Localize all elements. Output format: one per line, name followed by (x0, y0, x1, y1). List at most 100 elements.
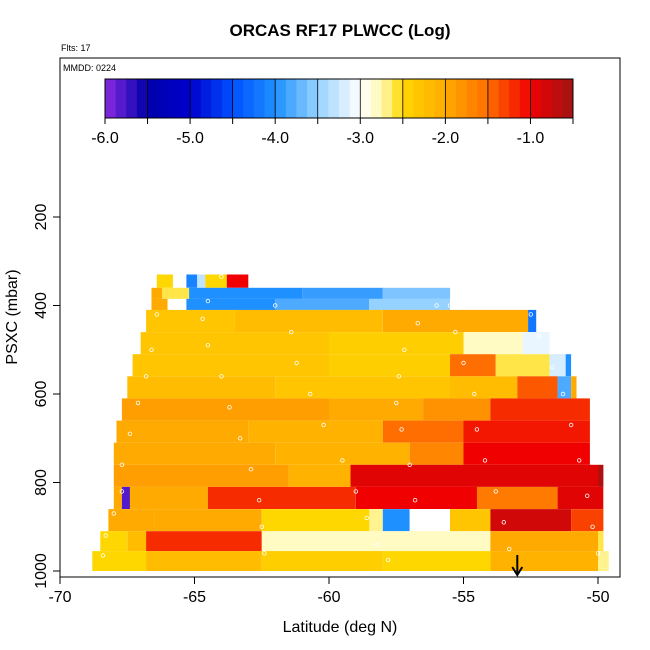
heatmap-cell (288, 464, 351, 487)
heatmap-cell (113, 486, 122, 509)
flight-marker (149, 347, 154, 352)
colorbar-swatch (498, 79, 510, 118)
heatmap-cell (121, 398, 330, 421)
colorbar-swatch (434, 79, 446, 118)
heatmap-cell (132, 354, 329, 377)
heatmap-cell (173, 274, 187, 288)
heatmap-cell (248, 420, 383, 443)
flight-marker (256, 498, 262, 503)
flight-marker (434, 303, 439, 308)
colorbar-tick-label: -4.0 (261, 130, 289, 147)
flight-marker (590, 524, 595, 529)
heatmap-cell (463, 464, 598, 487)
colorbar-tick-label: -3.0 (346, 130, 374, 147)
colorbar-swatch (360, 79, 372, 118)
colorbar-frame (104, 78, 574, 119)
heatmap-cell (205, 274, 227, 288)
colorbar-swatch (519, 79, 531, 118)
flight-marker (394, 400, 399, 406)
heatmap-cell (463, 442, 590, 465)
x-tick-label: -70 (48, 589, 71, 606)
flight-marker (200, 316, 205, 321)
colorbar-swatch (551, 79, 563, 118)
flight-marker (577, 458, 582, 463)
colorbar-swatch (168, 79, 180, 118)
arrow-head (511, 566, 524, 577)
y-tick-label: 800 (33, 469, 50, 496)
heatmap-cell (463, 420, 590, 443)
colorbar-swatch (487, 79, 499, 118)
heatmap-cell (162, 287, 190, 299)
heatmap-cell (92, 551, 147, 571)
heatmap-cell (476, 486, 558, 509)
x-tick-label: -65 (183, 589, 206, 606)
heatmap-cell (108, 509, 155, 532)
heatmap-cell (598, 551, 609, 571)
colorbar-swatch (179, 79, 191, 118)
heatmap-cell (129, 486, 208, 509)
flight-marker (151, 274, 157, 279)
flight-marker (219, 374, 224, 379)
flight-marker (103, 533, 108, 538)
y-tick-label: 200 (33, 204, 50, 231)
heatmap-cell (329, 354, 450, 377)
colorbar-swatch (200, 79, 212, 118)
colorbar-swatch (413, 79, 425, 118)
heatmap-cell (329, 332, 464, 355)
heatmap-cell (495, 354, 550, 377)
heatmap-cell (275, 298, 370, 310)
heatmap-cell (116, 420, 249, 443)
flight-marker (205, 343, 211, 348)
colorbar-tick-label: -5.0 (176, 130, 204, 147)
colorbar-swatch (530, 79, 542, 118)
heatmap-cell (121, 486, 130, 509)
heatmap-cell (528, 309, 537, 332)
colorbar-swatch (158, 79, 170, 118)
heatmap-cell (571, 376, 577, 399)
flight-marker (412, 498, 418, 503)
flight-marker (415, 321, 420, 326)
flight-marker (289, 329, 294, 335)
heatmap-cell (167, 298, 187, 310)
flight-marker (472, 391, 477, 397)
colorbar-swatch (317, 79, 329, 118)
colorbar-swatch (509, 79, 521, 118)
colorbar-swatch (541, 79, 553, 118)
colorbar-swatch (477, 79, 489, 118)
colorbar-swatch (349, 79, 361, 118)
heatmap-cell (186, 274, 198, 288)
flight-marker (386, 557, 391, 563)
heatmap-cell (369, 509, 383, 532)
heatmap-cell (127, 531, 147, 552)
y-tick-label: 600 (33, 381, 50, 408)
heatmap-cell (186, 298, 276, 310)
flight-marker (340, 458, 345, 463)
y-axis: 200 400 600 800 1000 (33, 204, 60, 589)
flight-marker (205, 298, 211, 304)
heatmap-cell (382, 531, 491, 552)
flight-marker (219, 274, 224, 279)
heatmap-cell (450, 354, 496, 377)
heatmap-cell (154, 509, 262, 532)
flight-marker (550, 365, 555, 370)
colorbar-swatch (243, 79, 255, 118)
flight-marker (154, 312, 159, 317)
x-axis: -70 -65 -60 -55 -50 (48, 577, 610, 606)
heatmap-cell (275, 376, 450, 399)
flight-marker (461, 360, 466, 366)
y-tick-label: 1000 (33, 553, 50, 589)
heatmap-cell (450, 509, 491, 532)
flight-marker (396, 374, 402, 379)
colorbar-swatch (307, 79, 319, 118)
flight-marker (493, 489, 498, 494)
heatmap-cell (490, 531, 598, 552)
heatmap-cell (382, 309, 529, 332)
heatmap-cell (261, 531, 383, 552)
flight-marker (294, 360, 299, 366)
flight-marker (135, 400, 141, 406)
flight-marker (412, 524, 418, 529)
flight-marker (364, 515, 369, 521)
flight-marker (111, 511, 116, 516)
heatmap-cell (490, 551, 598, 571)
